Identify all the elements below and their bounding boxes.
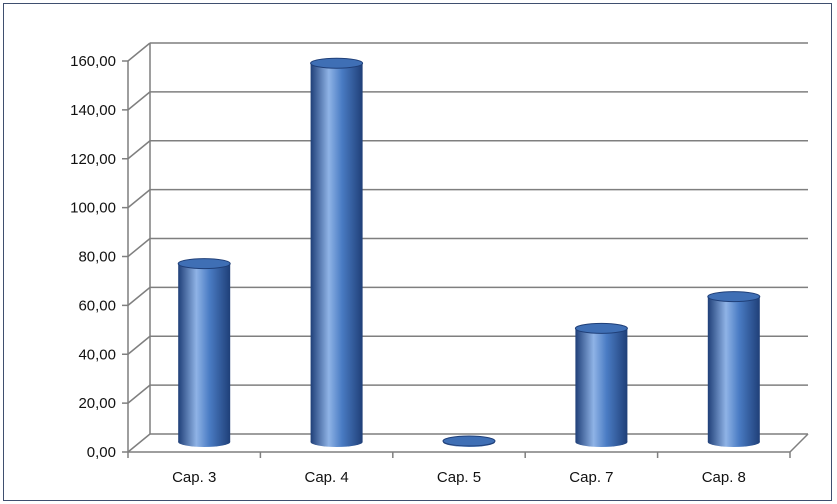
grid-line-side — [127, 237, 151, 258]
bar — [574, 322, 628, 447]
bar-top — [310, 57, 364, 69]
x-tick-label: Cap. 7 — [569, 469, 613, 486]
bar-top — [442, 435, 496, 447]
bar — [442, 435, 496, 447]
x-tick-label: Cap. 8 — [702, 469, 746, 486]
bars — [177, 57, 761, 447]
grid-line-side — [127, 189, 151, 209]
y-tick-label: 100,00 — [70, 200, 116, 217]
bar-base — [575, 437, 628, 447]
x-axis-labels: Cap. 3 Cap. 4 Cap. 5 Cap. 7 Cap. 8 — [172, 469, 746, 486]
bar-top — [177, 258, 231, 270]
grid-line-side — [127, 42, 151, 62]
bar-body — [707, 296, 760, 442]
bar-body — [310, 63, 363, 442]
grid-line-side — [127, 384, 151, 404]
x-tick-label: Cap. 5 — [437, 469, 481, 486]
y-tick-label: 140,00 — [70, 102, 116, 119]
grid-line-side — [127, 335, 151, 355]
grid-lines — [122, 42, 809, 458]
bar — [177, 258, 231, 447]
y-tick-label: 80,00 — [78, 249, 116, 266]
y-tick-label: 160,00 — [70, 53, 116, 70]
bar-top — [574, 322, 628, 334]
grid-line-side — [127, 91, 151, 111]
y-tick-label: 60,00 — [78, 297, 116, 314]
y-tick-label: 20,00 — [78, 395, 116, 412]
grid-line-side — [127, 286, 151, 306]
bar-base — [178, 437, 231, 447]
y-tick-label: 40,00 — [78, 346, 116, 363]
bar-top — [707, 291, 761, 303]
grid-line-side — [127, 433, 151, 453]
y-tick-label: 0,00 — [87, 444, 116, 461]
chart-frame — [3, 3, 832, 501]
y-tick-label: 120,00 — [70, 151, 116, 168]
y-axis-labels: 0,00 20,00 40,00 60,00 80,00 100,00 120,00 140,… — [70, 53, 116, 461]
x-tick-label: Cap. 4 — [304, 469, 348, 486]
floor-edge — [789, 433, 809, 453]
grid-line-side — [127, 140, 151, 160]
bar-base — [707, 437, 760, 447]
x-tick-label: Cap. 3 — [172, 469, 216, 486]
bar-body — [575, 328, 628, 442]
bar — [707, 291, 761, 447]
bar — [310, 57, 364, 447]
bar-body — [178, 263, 231, 442]
bar-base — [310, 437, 363, 447]
